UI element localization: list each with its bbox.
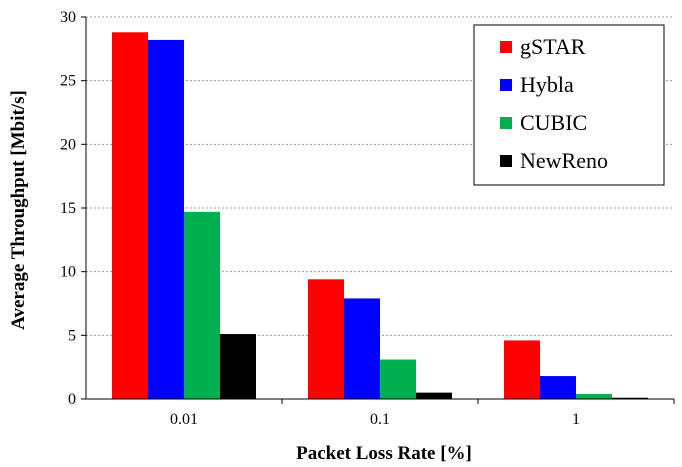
legend-label-cubic: CUBIC (520, 110, 587, 135)
bar-hybla-0.1 (344, 298, 380, 399)
legend-label-newreno: NewReno (520, 148, 608, 173)
y-tick-labels: 0 5 10 15 20 25 30 (60, 9, 76, 408)
bar-gstar-0.01 (112, 32, 148, 399)
y-tick-label: 20 (60, 136, 76, 153)
x-tick-label: 0.01 (170, 411, 198, 428)
axes (81, 16, 675, 404)
bar-newreno-0.1 (416, 392, 452, 399)
bar-gstar-0.1 (308, 279, 344, 399)
bar-hybla-0.01 (148, 39, 184, 400)
x-axis-title: Packet Loss Rate [%] (296, 443, 472, 464)
bar-newreno-0.01 (220, 334, 256, 399)
y-tick-label: 10 (60, 264, 76, 281)
bar-cubic-0.01 (184, 211, 220, 399)
x-tick-label: 0.1 (370, 411, 390, 428)
legend-swatch-gstar (500, 41, 512, 53)
legend-swatch-newreno (500, 155, 512, 167)
x-tick-label: 1 (572, 411, 580, 428)
bar-gstar-1 (504, 340, 540, 399)
bar-cubic-1 (576, 393, 612, 399)
y-tick-label: 0 (68, 391, 76, 408)
legend-swatch-cubic (500, 117, 512, 129)
y-axis-title: Average Throughput [Mbit/s] (8, 90, 29, 330)
y-tick-label: 15 (60, 200, 76, 217)
legend-swatch-hybla (500, 79, 512, 91)
x-tick-labels: 0.01 0.1 1 (170, 411, 580, 428)
legend: gSTAR Hybla CUBIC NewReno (473, 24, 665, 186)
bars (112, 32, 648, 400)
y-tick-label: 5 (68, 327, 76, 344)
bar-newreno-1 (612, 397, 648, 399)
bar-cubic-0.1 (380, 359, 416, 399)
legend-label-hybla: Hybla (520, 72, 574, 97)
legend-label-gstar: gSTAR (520, 34, 586, 59)
bar-hybla-1 (540, 376, 576, 399)
y-tick-label: 25 (60, 73, 76, 90)
y-tick-label: 30 (60, 9, 76, 26)
